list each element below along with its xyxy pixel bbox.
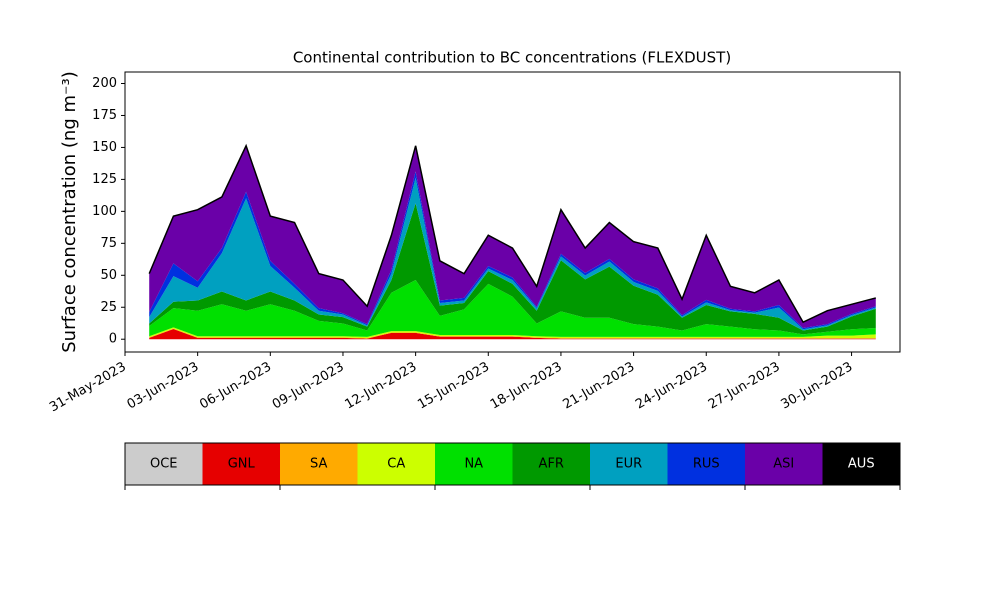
x-tick-label: 18-Jun-2023 [488, 360, 565, 413]
y-tick-label: 75 [100, 236, 117, 251]
area [148, 143, 876, 324]
x-tick-label: 09-Jun-2023 [270, 360, 347, 413]
x-tick-label: 12-Jun-2023 [343, 360, 420, 413]
axes-frame [124, 71, 901, 353]
x-tick-label: 31-May-2023 [47, 360, 129, 416]
legend-swatch [202, 443, 280, 485]
legend-swatch [590, 443, 668, 485]
legend-label: SA [310, 457, 327, 472]
legend-label: AFR [539, 457, 564, 472]
y-tick-label: 50 [100, 268, 117, 283]
legend-label: RUS [693, 457, 720, 472]
area [149, 328, 876, 340]
x-tick-label: 27-Jun-2023 [706, 360, 783, 413]
x-tick-label: 06-Jun-2023 [197, 360, 274, 413]
plot-area [148, 143, 876, 340]
legend-swatch [280, 443, 358, 485]
legend-swatch [822, 443, 900, 485]
area [149, 280, 876, 337]
y-tick-label: 0 [109, 332, 117, 347]
area [149, 145, 876, 328]
legend-label: CA [387, 457, 405, 472]
legend-swatch [745, 443, 823, 485]
legend-swatch [125, 443, 203, 485]
legend-label: GNL [228, 457, 256, 472]
y-axis-label: Surface concentration (ng m⁻³) [59, 71, 80, 353]
x-tick-label: 24-Jun-2023 [633, 360, 710, 413]
legend-label: AUS [848, 457, 875, 472]
legend-swatch [435, 443, 513, 485]
x-tick-label: 03-Jun-2023 [125, 360, 202, 413]
y-tick-label: 150 [92, 140, 117, 155]
x-tick-label: 15-Jun-2023 [415, 360, 492, 413]
legend-swatch [512, 443, 590, 485]
legend-label: NA [464, 457, 483, 472]
area [149, 327, 876, 339]
y-tick-label: 25 [100, 300, 117, 315]
x-tick-label: 30-Jun-2023 [778, 360, 855, 413]
y-tick-label: 175 [92, 108, 117, 123]
legend-frame [124, 442, 901, 486]
legend-swatch [667, 443, 745, 485]
legend-label: EUR [615, 457, 642, 472]
y-tick-label: 100 [92, 204, 117, 219]
y-tick-label: 200 [92, 76, 117, 91]
legend-swatch [357, 443, 435, 485]
chart-title: Continental contribution to BC concentra… [293, 49, 731, 67]
area [149, 328, 876, 339]
x-tick-label: 21-Jun-2023 [561, 360, 638, 413]
legend-label: OCE [150, 457, 178, 472]
y-tick-label: 125 [92, 172, 117, 187]
legend-label: ASI [773, 457, 794, 472]
